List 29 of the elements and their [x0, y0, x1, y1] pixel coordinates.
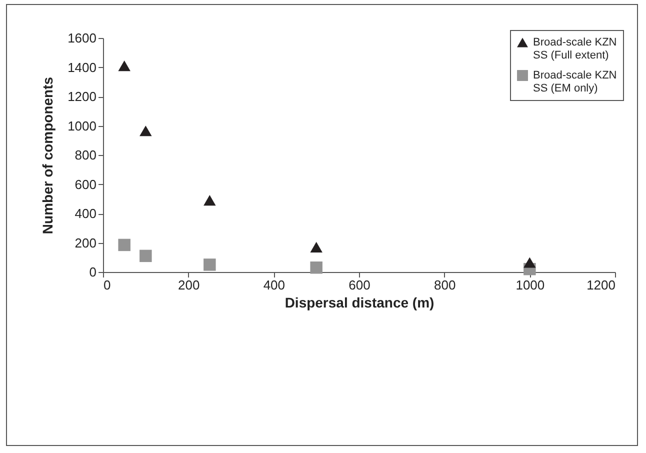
y-tick-label: 1200 — [68, 89, 96, 104]
x-tick-label: 400 — [263, 278, 286, 292]
point — [118, 60, 130, 72]
x-tick-label: 1000 — [516, 278, 545, 292]
x-tick-label: 200 — [178, 278, 200, 292]
y-tick-label: 600 — [74, 176, 96, 192]
y-tick-label: 800 — [74, 148, 96, 162]
point — [118, 238, 130, 252]
x-axis-title: Dispersal distance (m) — [284, 294, 434, 310]
legend-label: Broad-scale KZN SS (EM only) — [533, 70, 617, 94]
point — [204, 195, 216, 206]
y-tick-label: 400 — [74, 206, 96, 221]
point — [310, 261, 322, 274]
point — [140, 126, 152, 136]
point — [310, 242, 322, 252]
x-tick-label: 1200 — [586, 278, 616, 292]
y-tick-label: 200 — [74, 235, 96, 250]
x-tick-label: 0 — [104, 278, 111, 292]
y-tick-label: 1600 — [68, 30, 96, 46]
y-tick-label: 1400 — [68, 60, 96, 75]
point — [140, 250, 152, 262]
y-axis-title: Number of components — [40, 76, 56, 234]
y-tick-label: 1000 — [68, 118, 96, 134]
point — [204, 258, 216, 271]
legend-label: Broad-scale KZN SS (Full extent) — [533, 36, 617, 62]
x-tick-label: 800 — [434, 278, 456, 292]
y-tick-label: 0 — [89, 264, 96, 280]
point — [524, 257, 536, 268]
x-tick-label: 600 — [348, 278, 370, 292]
